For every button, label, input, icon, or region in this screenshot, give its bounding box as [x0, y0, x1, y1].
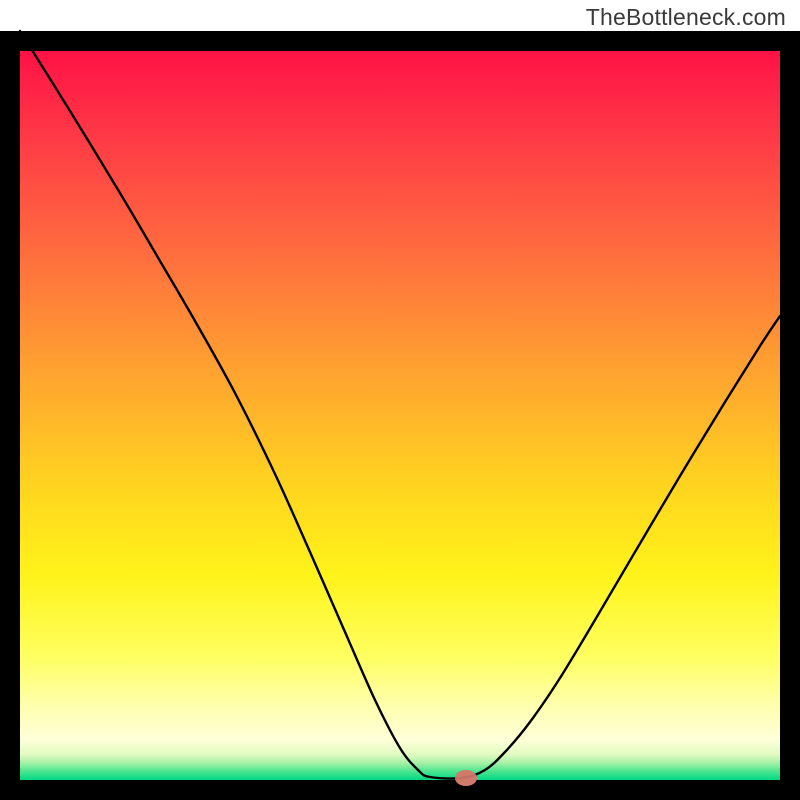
optimal-marker — [455, 770, 477, 786]
chart-container: TheBottleneck.com — [0, 0, 800, 800]
bottleneck-chart — [0, 0, 800, 800]
plot-background — [20, 51, 780, 780]
watermark-text: TheBottleneck.com — [586, 4, 786, 31]
